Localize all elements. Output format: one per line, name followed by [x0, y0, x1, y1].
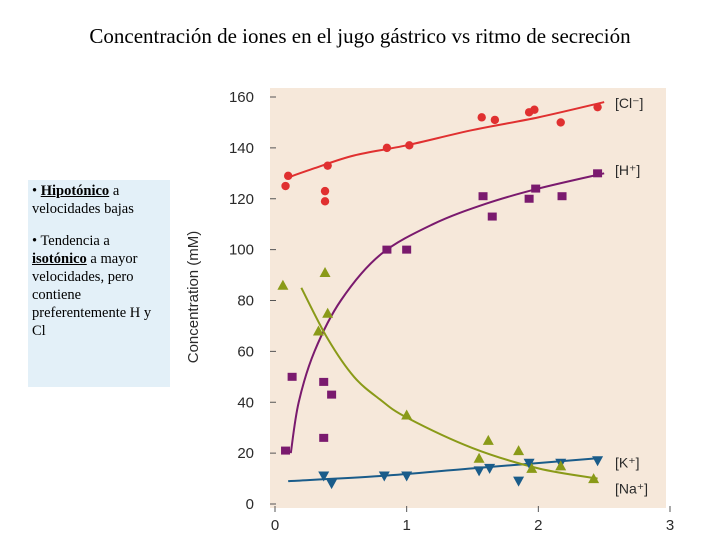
- hydrogen-data-point: [402, 245, 412, 254]
- y-tick-label: 0: [246, 496, 254, 513]
- slide-title: Concentración de iones en el jugo gástri…: [89, 24, 631, 48]
- sodium-data-point: [277, 279, 289, 290]
- hydrogen-data-point: [487, 212, 497, 221]
- x-tick-label: 3: [666, 517, 674, 534]
- hydrogen-data-point: [557, 192, 567, 201]
- chloride-data-point: [477, 113, 486, 122]
- x-tick-label: 0: [271, 517, 279, 534]
- potassium-data-point: [378, 471, 390, 482]
- hydrogen-series-label: [H⁺]: [615, 162, 640, 178]
- chloride-data-point: [283, 171, 293, 181]
- hydrogen-data-point: [319, 377, 329, 386]
- chloride-data-point: [593, 102, 602, 112]
- note-bullet-1-text: a velocidades bajas: [32, 183, 134, 217]
- potassium-data-point: [473, 466, 485, 477]
- hydrogen-data-point: [524, 194, 534, 203]
- sodium-data-point: [322, 307, 334, 318]
- chloride-data-point: [323, 161, 332, 170]
- sodium-series-label: [Na⁺]: [615, 481, 648, 497]
- y-tick-label: 20: [237, 445, 254, 462]
- x-tick-label: 1: [402, 517, 410, 534]
- potassium-data-point: [326, 479, 338, 490]
- sodium-data-point: [319, 267, 331, 278]
- note-bullet-2-bold: isotónico: [32, 251, 87, 267]
- axis-ticks: 0 20 40 60 80 100 120 140 160 0 1 2 3: [229, 89, 674, 534]
- potassium-data-point: [513, 476, 525, 487]
- x-tick-label: 2: [534, 517, 542, 534]
- sodium-data-point: [588, 473, 600, 484]
- y-tick-label: 80: [237, 293, 254, 310]
- hydrogen-data-point: [593, 169, 603, 178]
- sodium-data-point: [401, 409, 413, 420]
- potassium-series-label: [K⁺]: [615, 454, 640, 470]
- sodium-data-point: [526, 462, 538, 473]
- potassium-data-point: [592, 456, 604, 467]
- y-axis-label: Concentration (mM): [185, 231, 202, 364]
- concentration-chart: Concentration (mM) 020406080100120140160…: [185, 88, 674, 534]
- chloride-data-point: [530, 105, 539, 114]
- hydrogen-data-point: [327, 390, 337, 399]
- y-tick-label: 100: [229, 242, 254, 259]
- chloride-series-label: [Cl⁻]: [615, 95, 643, 111]
- series-labels: [Cl⁻] [H⁺] [K⁺] [Na⁺]: [615, 95, 648, 497]
- hydrogen-data-point: [281, 446, 291, 455]
- potassium-data-point: [401, 471, 413, 482]
- chloride-data-point: [556, 118, 565, 127]
- sodium-data-point: [312, 325, 324, 336]
- note-bullet-1-bold: Hipotónico: [40, 183, 110, 199]
- note-bullet-1-prefix: •: [32, 183, 41, 199]
- chloride-data-point: [320, 186, 330, 196]
- potassium-data-point: [484, 463, 496, 474]
- sodium-data-point: [513, 445, 525, 456]
- note-bullet-2-prefix: • Tendencia a: [32, 233, 110, 249]
- hydrogen-data-point: [382, 245, 392, 254]
- y-tick-label: 160: [229, 89, 254, 106]
- sodium-data-point: [482, 434, 494, 445]
- y-tick-label: 120: [229, 191, 254, 208]
- potassium-data-point: [523, 458, 535, 469]
- chloride-data-point: [281, 181, 290, 191]
- note-box: • Hipotónico a velocidades bajas • Tende…: [28, 180, 170, 387]
- hydrogen-data-point: [478, 192, 488, 201]
- potassium-data-point: [318, 471, 330, 482]
- hydrogen-data-point: [287, 372, 297, 381]
- chloride-data-point: [405, 141, 414, 150]
- y-tick-label: 40: [237, 394, 254, 411]
- y-tick-label: 60: [237, 343, 254, 360]
- y-tick-label: 140: [229, 140, 254, 157]
- data-markers: [277, 102, 604, 490]
- hydrogen-fit-line: [289, 172, 605, 454]
- potassium-fit-line: [288, 457, 598, 483]
- chloride-data-point: [320, 197, 330, 206]
- note-bullet-2: • Tendencia a isotónico a mayor velocida…: [32, 232, 166, 340]
- hydrogen-data-point: [531, 184, 541, 193]
- note-bullet-2-text: a mayor velocidades, pero contiene prefe…: [32, 251, 152, 339]
- sodium-data-point: [473, 452, 485, 463]
- chloride-data-point: [382, 143, 392, 153]
- hydrogen-data-point: [319, 433, 329, 442]
- plot-background: [270, 88, 666, 508]
- sodium-data-point: [555, 460, 567, 471]
- chloride-data-point: [490, 115, 500, 125]
- note-bullet-1: • Hipotónico a velocidades bajas: [32, 182, 166, 218]
